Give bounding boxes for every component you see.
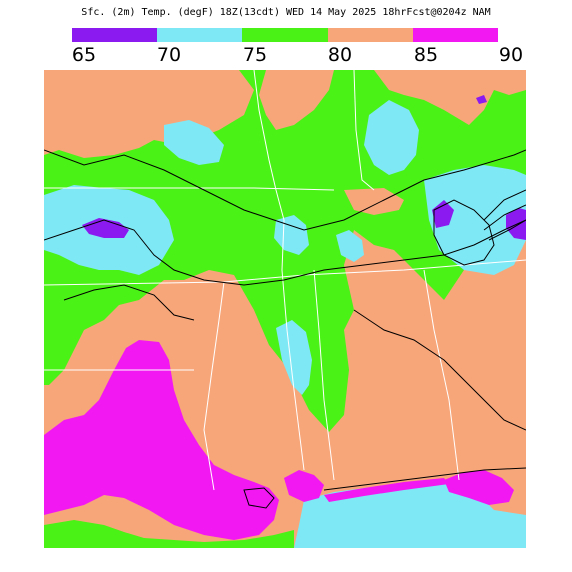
legend-labels: 65 70 75 80 85 90	[0, 44, 572, 68]
temp-region-purple-east	[432, 200, 454, 228]
legend-swatch-green	[242, 28, 328, 42]
temp-region-tan-northeast	[374, 70, 526, 125]
state-line	[44, 259, 526, 286]
temperature-contours	[44, 149, 526, 509]
temp-region-cyan-north	[164, 120, 224, 165]
state-line	[353, 70, 375, 191]
contour-line	[44, 219, 526, 286]
legend-label-70: 70	[156, 44, 182, 66]
temp-region-magenta-gulf-strip	[324, 478, 449, 502]
contour-line	[353, 309, 526, 431]
temperature-map	[44, 70, 526, 548]
legend-label-75: 75	[242, 44, 268, 66]
contour-line	[44, 149, 526, 231]
contour-line	[63, 284, 195, 321]
state-line	[423, 269, 460, 481]
contour-line	[483, 189, 526, 221]
legend-swatch-cyan	[157, 28, 243, 42]
legend-swatch-tan	[327, 28, 413, 42]
temp-region-magenta-coast	[284, 470, 324, 502]
contour-line	[488, 219, 526, 241]
temp-region-tan-mid	[344, 188, 404, 215]
temp-region-cyan-center-2	[336, 230, 364, 262]
contour-line	[433, 199, 495, 266]
temp-region-purple-corner	[476, 95, 487, 104]
temp-region-green-coast	[44, 520, 294, 548]
legend-label-65: 65	[71, 44, 97, 66]
state-line	[253, 70, 305, 471]
temp-region-cyan-east	[424, 165, 526, 275]
temp-region-magenta-east	[444, 470, 514, 505]
temp-region-tan-north-central	[259, 70, 334, 130]
contour-line	[323, 467, 526, 491]
legend-label-90: 90	[498, 44, 524, 66]
state-line	[313, 269, 335, 481]
chart-title: Sfc. (2m) Temp. (degF) 18Z(13cdt) WED 14…	[81, 7, 491, 18]
legend-swatch-purple	[72, 28, 158, 42]
legend-label-80: 80	[327, 44, 353, 66]
legend-label-85: 85	[413, 44, 439, 66]
contour-line	[243, 487, 275, 509]
state-line	[44, 187, 335, 191]
contour-line	[483, 204, 526, 231]
temp-region-cyan-northeast	[364, 100, 419, 175]
state-boundaries	[44, 70, 526, 491]
color-legend	[72, 28, 499, 42]
legend-swatch-magenta	[412, 28, 499, 42]
temp-region-magenta-southwest	[44, 340, 279, 540]
state-line	[203, 281, 225, 491]
temp-region-cyan-south-central	[276, 320, 312, 395]
